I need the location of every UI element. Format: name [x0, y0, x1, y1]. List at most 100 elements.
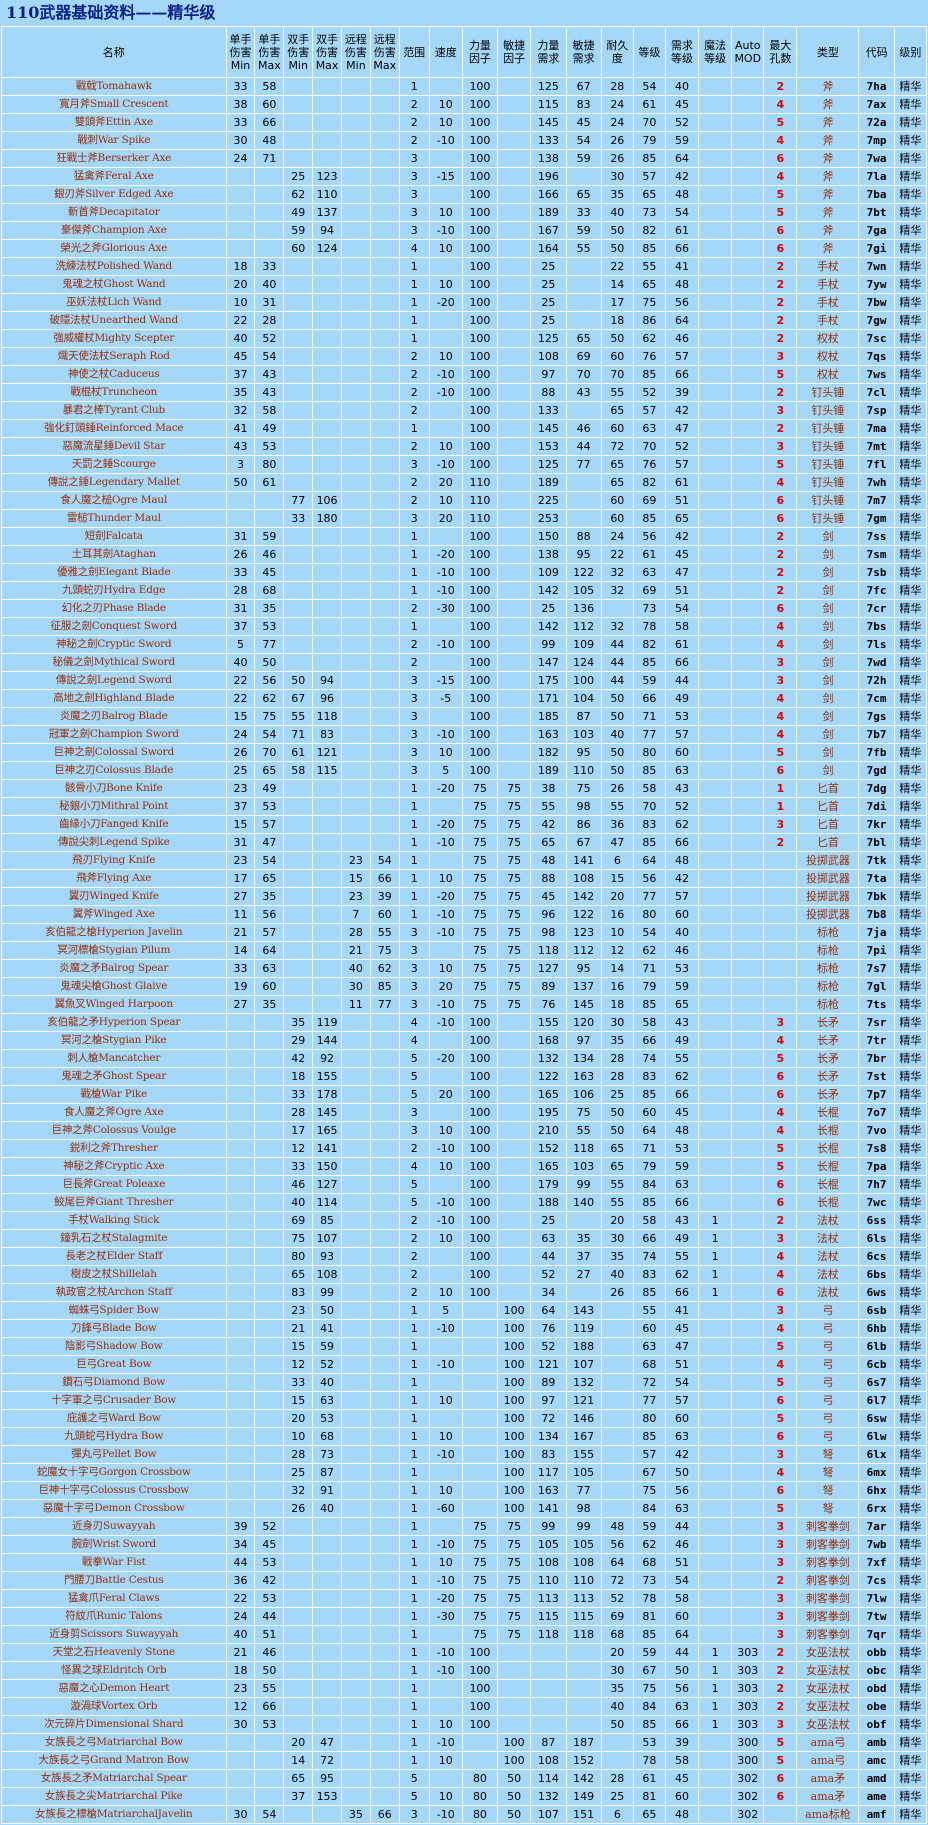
cell-speed	[428, 797, 463, 816]
cell-max-sockets: 4	[763, 167, 798, 186]
cell-ranged-max	[369, 275, 400, 294]
cell-durability: 60	[600, 347, 634, 366]
cell-two-hand-max: 141	[312, 1139, 342, 1158]
cell-code: 6hx	[858, 1481, 895, 1500]
cell-auto-mod	[731, 923, 765, 942]
cell-durability: 68	[600, 1625, 634, 1644]
cell-one-hand-min: 17	[225, 869, 256, 888]
cell-str-req: 89	[530, 1373, 567, 1392]
cell-one-hand-min	[225, 1211, 256, 1230]
header-str-factor: 力量 因子	[461, 26, 499, 78]
cell-str-factor: 100	[461, 581, 499, 600]
cell-magic-level	[698, 1121, 733, 1140]
cell-req-level: 48	[664, 275, 700, 294]
cell-two-hand-max: 178	[312, 1085, 342, 1104]
cell-max-sockets: 2	[763, 1571, 798, 1590]
cell-magic-level	[698, 545, 733, 564]
cell-one-hand-max	[254, 1085, 285, 1104]
cell-str-factor: 100	[461, 401, 499, 420]
cell-grade: 精华	[893, 1229, 928, 1248]
table-row: 破隱法杖Unearthed Wand 22 28 1 100 25 18 86 64 2 手杖 7gw…	[1, 311, 928, 330]
cell-two-hand-max	[312, 383, 342, 402]
cell-str-factor: 100	[461, 311, 499, 330]
cell-code: 7s8	[858, 1139, 895, 1158]
cell-auto-mod	[731, 977, 765, 996]
cell-speed: -15	[428, 167, 463, 186]
cell-code: amc	[858, 1751, 895, 1770]
cell-dex-factor: 75	[497, 869, 532, 888]
cell-one-hand-max: 53	[254, 437, 285, 456]
cell-ranged-max	[369, 1301, 400, 1320]
cell-ranged-min: 21	[341, 941, 371, 960]
cell-max-sockets: 5	[763, 1337, 798, 1356]
cell-one-hand-max: 61	[254, 473, 285, 492]
cell-str-factor: 75	[461, 887, 499, 906]
cell-range: 1	[398, 1553, 430, 1572]
cell-auto-mod	[731, 995, 765, 1014]
cell-level: 77	[632, 887, 666, 906]
cell-dex-factor: 75	[497, 1553, 532, 1572]
cell-level: 67	[632, 1661, 666, 1680]
cell-code: 7qs	[858, 347, 895, 366]
cell-dex-factor	[497, 185, 532, 204]
cell-durability: 55	[600, 797, 634, 816]
cell-dex-factor: 50	[497, 1805, 532, 1824]
cell-one-hand-max: 53	[254, 1553, 285, 1572]
cell-range: 2	[398, 437, 430, 456]
cell-dex-factor	[497, 1067, 532, 1086]
cell-code: 6lb	[858, 1337, 895, 1356]
cell-level: 63	[632, 1337, 666, 1356]
cell-two-hand-min	[283, 851, 314, 870]
cell-two-hand-max: 93	[312, 1247, 342, 1266]
cell-ranged-min	[341, 1571, 371, 1590]
cell-dex-req: 55	[565, 239, 602, 258]
cell-max-sockets	[763, 941, 798, 960]
cell-speed: 10	[428, 491, 463, 510]
cell-code: 7ha	[858, 77, 895, 96]
cell-one-hand-max	[254, 509, 285, 528]
cell-dex-req: 98	[565, 797, 602, 816]
cell-one-hand-min: 11	[225, 905, 256, 924]
cell-grade: 精华	[893, 419, 928, 438]
cell-max-sockets: 2	[763, 329, 798, 348]
cell-name: 鐘乳石之杖Stalagmite	[1, 1229, 227, 1248]
table-row: 次元碎片Dimensional Shard 30 53 1 10 100 50 85 66 1 30…	[1, 1715, 928, 1734]
cell-type: 弩	[796, 1499, 860, 1518]
cell-one-hand-min: 12	[225, 1697, 256, 1716]
cell-str-factor: 100	[461, 275, 499, 294]
table-row: 齒緣小刀Fanged Knife 15 57 1 -20 75 75 42 86 36 83 62 3 匕…	[1, 815, 928, 834]
cell-max-sockets: 4	[763, 131, 798, 150]
cell-grade: 精华	[893, 1733, 928, 1752]
cell-str-req: 188	[530, 1193, 567, 1212]
cell-code: obc	[858, 1661, 895, 1680]
cell-dex-req: 67	[565, 77, 602, 96]
cell-magic-level	[698, 365, 733, 384]
cell-auto-mod	[731, 437, 765, 456]
cell-req-level: 56	[664, 1679, 700, 1698]
cell-code: amd	[858, 1769, 895, 1788]
cell-two-hand-min	[283, 1805, 314, 1824]
header-level: 等级	[632, 26, 666, 78]
cell-name: 門腰刀Battle Cestus	[1, 1571, 227, 1590]
cell-dex-req	[565, 509, 602, 528]
cell-type: 斧	[796, 203, 860, 222]
cell-max-sockets: 6	[763, 761, 798, 780]
cell-code: 7sr	[858, 1013, 895, 1032]
cell-max-sockets: 5	[763, 365, 798, 384]
cell-ranged-min	[341, 1139, 371, 1158]
cell-str-req: 142	[530, 617, 567, 636]
cell-one-hand-min: 24	[225, 1607, 256, 1626]
cell-two-hand-min: 37	[283, 1787, 314, 1806]
table-row: 惡魔之心Demon Heart 23 55 1 100 35 75 56 1 303 2 女巫法杖 ob…	[1, 1679, 928, 1698]
table-row: 巫妖法杖Lich Wand 10 31 1 -20 100 25 17 75 56 2 手杖 7bw 精华	[1, 293, 928, 312]
cell-name: 破隱法杖Unearthed Wand	[1, 311, 227, 330]
cell-two-hand-max	[312, 941, 342, 960]
cell-two-hand-min	[283, 1517, 314, 1536]
cell-ranged-min	[341, 455, 371, 474]
header-type: 类型	[796, 26, 860, 78]
cell-code: 7ls	[858, 635, 895, 654]
cell-req-level: 48	[664, 851, 700, 870]
cell-auto-mod: 302	[731, 1787, 765, 1806]
cell-one-hand-max: 46	[254, 545, 285, 564]
cell-magic-level	[698, 887, 733, 906]
